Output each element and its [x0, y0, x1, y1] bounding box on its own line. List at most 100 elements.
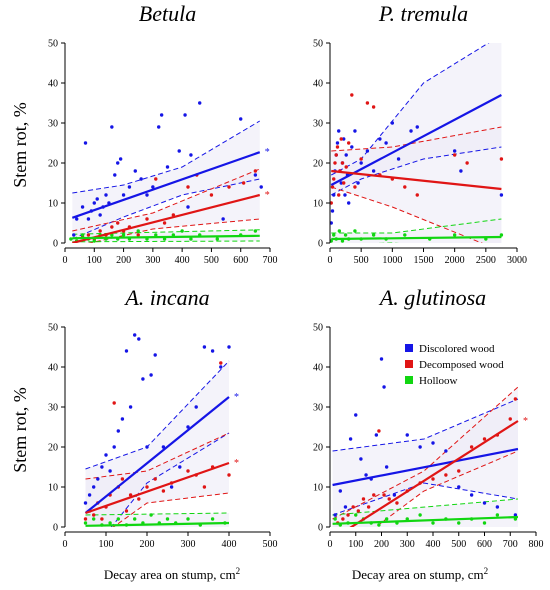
red-data-point — [124, 509, 129, 513]
red-data-point — [382, 493, 386, 497]
red-data-point — [116, 221, 120, 225]
y-tick-label: 30 — [313, 403, 323, 414]
blue-data-point — [116, 429, 121, 433]
blue-data-point — [344, 153, 348, 157]
blue-data-point — [374, 433, 379, 437]
blue-data-point — [342, 137, 346, 141]
panel-title: A. incana — [123, 285, 209, 310]
green-data-point — [92, 517, 96, 521]
blue-data-point — [157, 125, 161, 129]
x-tick-label: 800 — [529, 539, 544, 550]
y-tick-label: 30 — [48, 403, 58, 414]
panel-title: Betula — [139, 1, 196, 26]
x-tick-label: 500 — [451, 539, 466, 550]
green-data-point — [186, 517, 190, 521]
x-tick-label: 500 — [354, 255, 369, 266]
blue-data-point — [189, 153, 193, 157]
blue-data-point — [418, 445, 422, 449]
green-data-point — [116, 517, 121, 521]
red-data-point — [227, 185, 231, 189]
red-data-point — [162, 221, 167, 225]
blue-data-point — [330, 221, 333, 225]
green-data-point — [499, 233, 504, 237]
green-data-point — [154, 233, 158, 237]
red-data-point — [83, 517, 88, 521]
y-tick-label: 10 — [48, 199, 58, 210]
legend-label: Discolored wood — [419, 343, 495, 355]
blue-data-point — [384, 141, 388, 145]
red-data-point — [186, 185, 190, 189]
y-tick-label: 40 — [48, 363, 58, 374]
x-tick-label: 400 — [426, 539, 441, 550]
green-data-point — [108, 521, 112, 525]
y-tick-label: 0 — [53, 523, 58, 534]
blue-data-point — [379, 357, 384, 361]
green-data-point — [136, 229, 140, 233]
blue-data-point — [75, 217, 79, 221]
red-data-point — [465, 161, 469, 165]
blue-data-point — [495, 505, 500, 509]
green-data-point — [384, 517, 389, 521]
red-data-point — [227, 473, 231, 477]
blue-data-point — [186, 205, 190, 209]
red-ci-upper-line — [72, 168, 260, 232]
red-data-point — [366, 505, 371, 509]
x-tick-label: 200 — [140, 539, 155, 550]
blue-data-point — [339, 181, 343, 185]
x-tick-label: 300 — [400, 539, 415, 550]
x-tick-label: 100 — [99, 539, 114, 550]
red-data-point — [377, 429, 381, 433]
blue-data-point — [113, 173, 117, 177]
y-tick-label: 10 — [48, 483, 58, 494]
red-confidence-band — [85, 433, 229, 527]
blue-data-point — [92, 201, 96, 205]
x-tick-label: 500 — [263, 539, 278, 550]
red-data-point — [508, 417, 512, 421]
blue-data-point — [83, 501, 88, 505]
blue-data-point — [259, 185, 263, 189]
blue-data-point — [219, 365, 223, 369]
blue-regression-line — [84, 396, 230, 514]
blue-data-point — [141, 377, 145, 381]
blue-data-point — [133, 169, 137, 173]
blue-ci-lower-line — [110, 432, 230, 527]
red-data-point — [415, 193, 419, 197]
red-data-point — [153, 477, 157, 481]
blue-data-point — [338, 489, 342, 493]
blue-data-point — [186, 425, 190, 429]
blue-data-point — [210, 349, 215, 353]
green-ci-upper-line — [332, 498, 519, 516]
blue-data-point — [359, 457, 363, 461]
x-tick-label: 0 — [328, 539, 333, 550]
blue-data-point — [202, 345, 207, 349]
blue-confidence-band — [72, 121, 260, 239]
legend-swatch — [405, 376, 413, 384]
y-tick-label: 50 — [48, 323, 58, 334]
blue-data-point — [356, 181, 360, 185]
blue-data-point — [108, 469, 112, 473]
green-ci-lower-line — [72, 240, 260, 243]
green-data-point — [80, 233, 85, 237]
x-axis-label-right-text: Decay area on stump, cm — [352, 567, 484, 582]
red-data-point — [335, 145, 340, 149]
blue-data-point — [330, 209, 335, 213]
blue-data-point — [332, 193, 336, 197]
blue-data-point — [80, 205, 85, 209]
blue-significance-marker: * — [234, 392, 239, 403]
green-data-point — [333, 517, 337, 521]
blue-ci-lower-line — [332, 482, 519, 516]
blue-data-point — [194, 405, 198, 409]
plot-area — [330, 43, 504, 243]
red-data-point — [342, 181, 346, 185]
panel-title: A. glutinosa — [378, 285, 486, 310]
blue-regression-line — [71, 151, 261, 219]
green-data-point — [343, 233, 348, 237]
red-data-point — [431, 477, 435, 481]
blue-data-point — [86, 217, 91, 221]
blue-data-point — [253, 173, 258, 177]
red-data-point — [499, 157, 504, 161]
blue-data-point — [165, 165, 170, 169]
x-tick-label: 200 — [116, 255, 131, 266]
blue-data-point — [378, 137, 382, 141]
